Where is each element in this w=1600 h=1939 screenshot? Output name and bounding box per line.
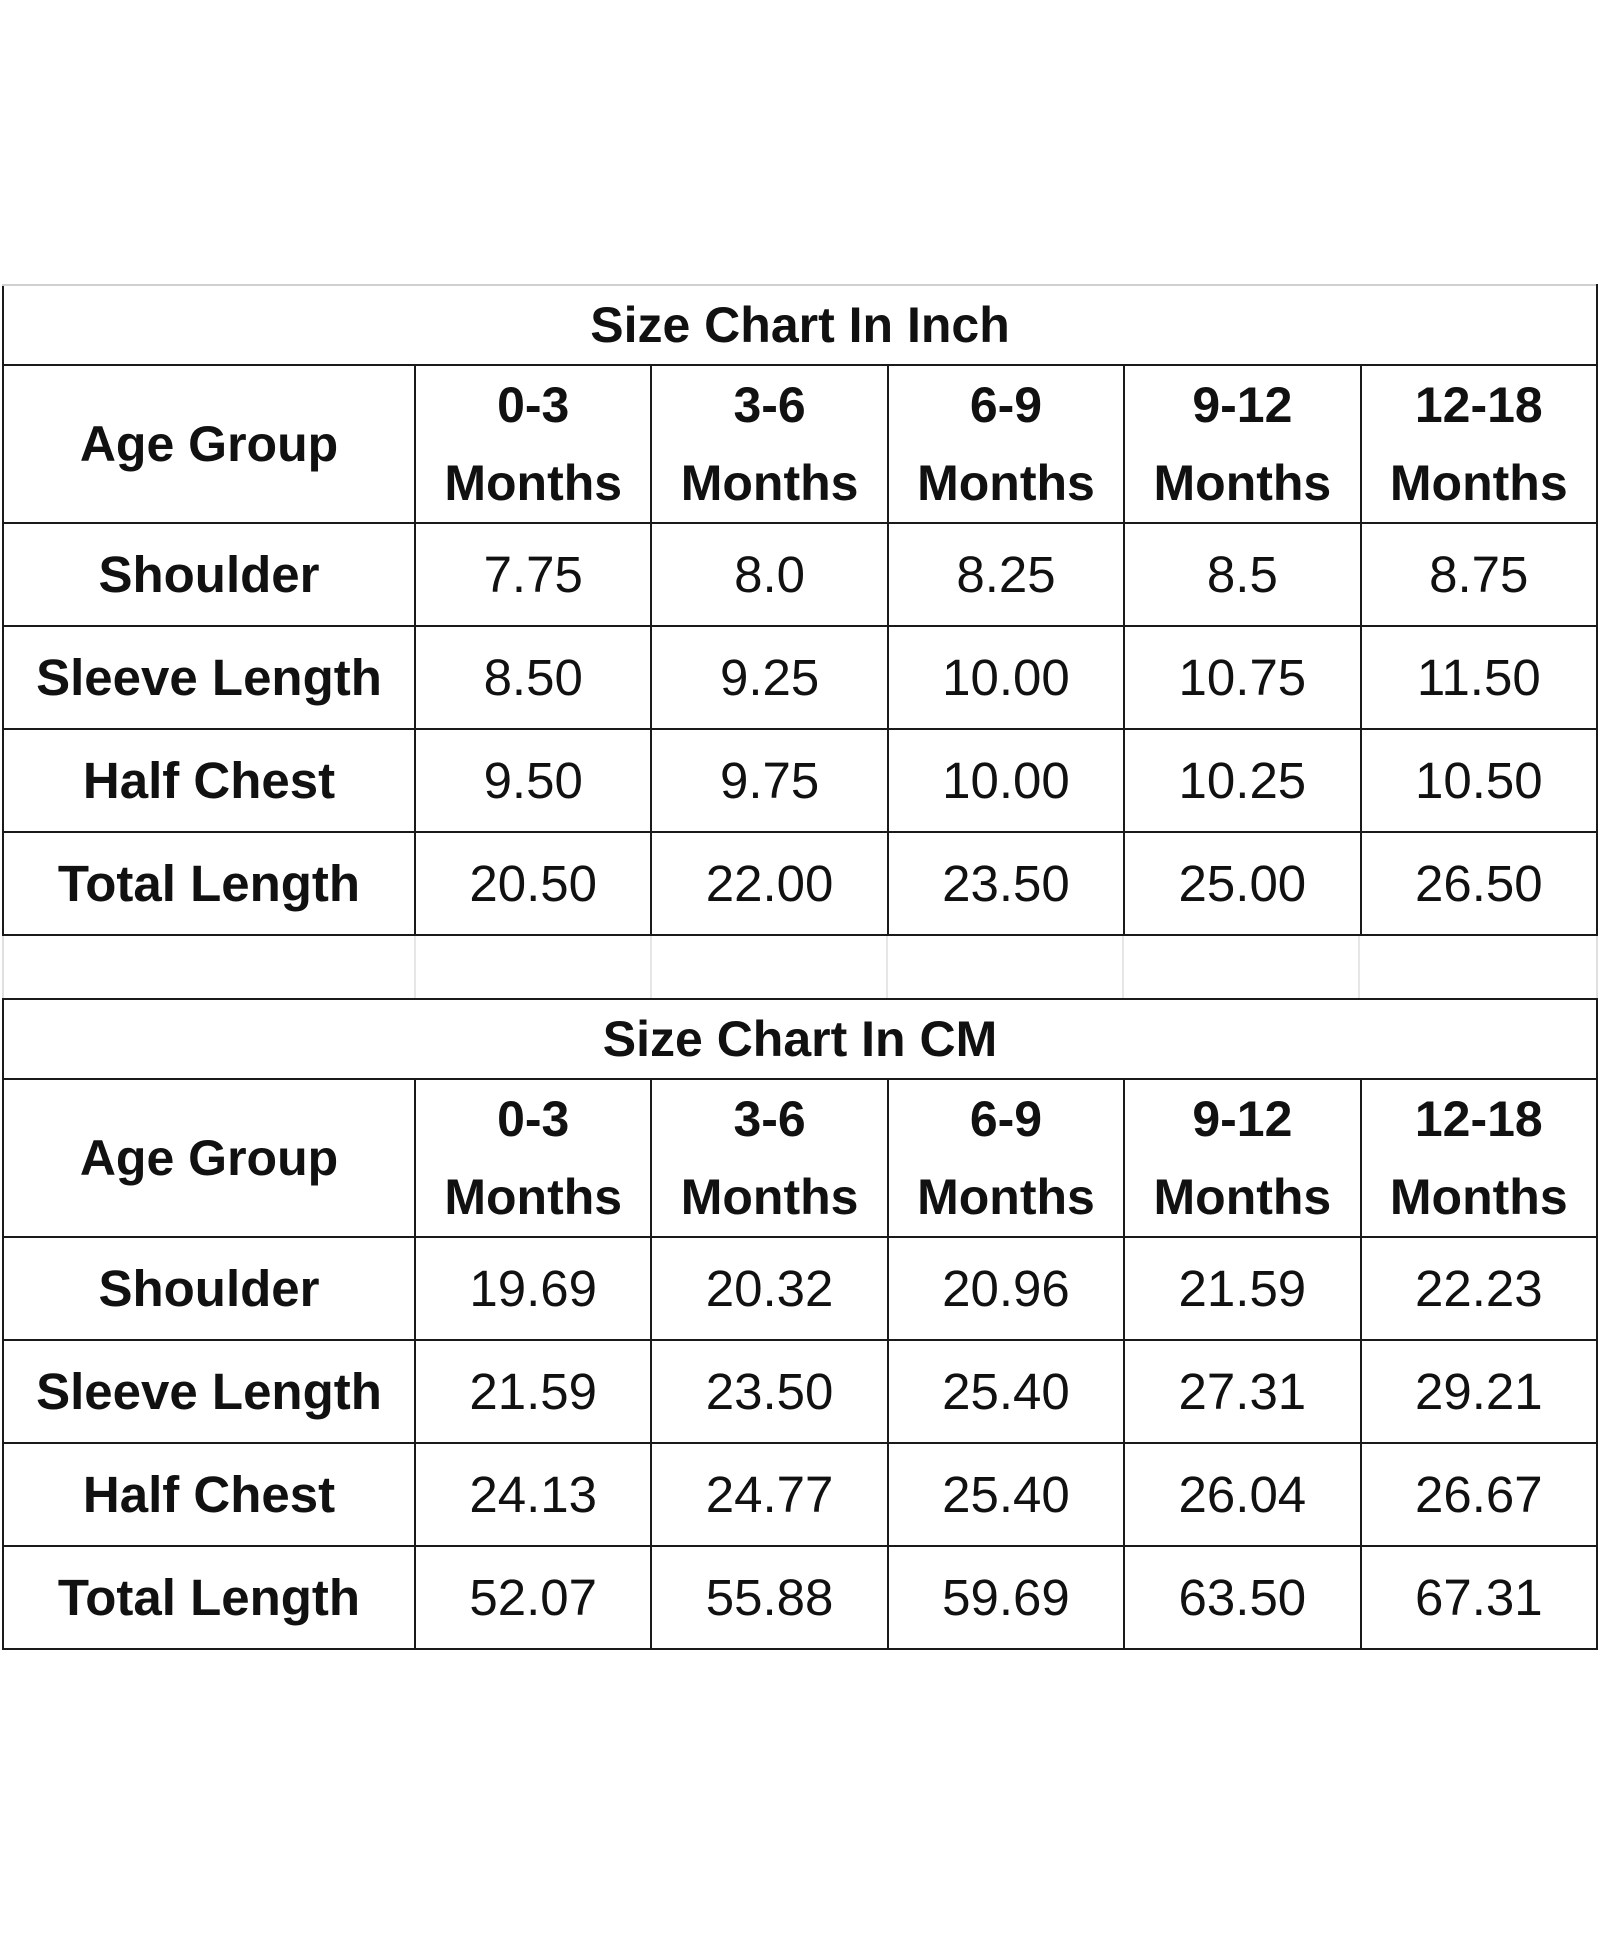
row-label: Shoulder [2, 522, 416, 627]
table-cell: 20.32 [650, 1236, 889, 1341]
row-label: Shoulder [2, 1236, 416, 1341]
table-title: Size Chart In Inch [2, 284, 1598, 366]
row-label: Total Length [2, 1545, 416, 1650]
column-header: 6-9 Months [886, 364, 1126, 524]
table-cell: 21.59 [413, 1339, 653, 1444]
table-cell: 25.40 [886, 1339, 1126, 1444]
table-cell: 10.00 [886, 728, 1126, 833]
table-cell: 22.23 [1359, 1236, 1599, 1341]
table-cell: 24.77 [650, 1442, 889, 1547]
table-cell: 25.00 [1123, 831, 1362, 936]
table-cell: 19.69 [413, 1236, 653, 1341]
table-cell: 11.50 [1359, 625, 1599, 730]
table-cell: 8.25 [886, 522, 1126, 627]
age-group-header: Age Group [2, 364, 416, 524]
table-cell: 8.50 [413, 625, 653, 730]
table-cell: 59.69 [886, 1545, 1126, 1650]
age-group-header: Age Group [2, 1078, 416, 1238]
table-cell: 21.59 [1123, 1236, 1362, 1341]
table-cell: 22.00 [650, 831, 889, 936]
table-row: Shoulder 19.69 20.32 20.96 21.59 22.23 [2, 1236, 1599, 1341]
table-cell: 10.25 [1123, 728, 1362, 833]
table-cell: 26.50 [1359, 831, 1599, 936]
column-header: 12-18 Months [1359, 1078, 1599, 1238]
table-cell: 29.21 [1359, 1339, 1599, 1444]
table-cell: 9.75 [650, 728, 889, 833]
column-header: 6-9 Months [886, 1078, 1126, 1238]
table-row: Total Length 52.07 55.88 59.69 63.50 67.… [2, 1545, 1599, 1650]
column-header: 9-12 Months [1123, 1078, 1362, 1238]
table-row: Sleeve Length 8.50 9.25 10.00 10.75 11.5… [2, 625, 1599, 730]
column-header: 12-18 Months [1359, 364, 1599, 524]
table-cell: 24.13 [413, 1442, 653, 1547]
spacer-row [2, 936, 1598, 998]
size-chart-inch-table: Size Chart In Inch Age Group 0-3 Months 3… [2, 284, 1599, 936]
column-header: 0-3 Months [413, 364, 653, 524]
table-row: Total Length 20.50 22.00 23.50 25.00 26.… [2, 831, 1599, 936]
table-cell: 8.5 [1123, 522, 1362, 627]
table-cell: 63.50 [1123, 1545, 1362, 1650]
table-cell: 7.75 [413, 522, 653, 627]
column-header: 9-12 Months [1123, 364, 1362, 524]
table-cell: 23.50 [650, 1339, 889, 1444]
table-cell: 9.25 [650, 625, 889, 730]
row-label: Total Length [2, 831, 416, 936]
table-cell: 25.40 [886, 1442, 1126, 1547]
column-header: 0-3 Months [413, 1078, 653, 1238]
header-row: Age Group 0-3 Months 3-6 Months 6-9 Months … [2, 364, 1599, 524]
row-label: Sleeve Length [2, 1339, 416, 1444]
table-title: Size Chart In CM [2, 998, 1598, 1080]
table-cell: 26.04 [1123, 1442, 1362, 1547]
header-row: Age Group 0-3 Months 3-6 Months 6-9 Months … [2, 1078, 1599, 1238]
table-cell: 9.50 [413, 728, 653, 833]
table-cell: 52.07 [413, 1545, 653, 1650]
table-cell: 8.0 [650, 522, 889, 627]
table-cell: 10.75 [1123, 625, 1362, 730]
table-cell: 55.88 [650, 1545, 889, 1650]
column-header: 3-6 Months [650, 364, 889, 524]
table-cell: 20.96 [886, 1236, 1126, 1341]
table-cell: 67.31 [1359, 1545, 1599, 1650]
table-cell: 10.50 [1359, 728, 1599, 833]
table-cell: 8.75 [1359, 522, 1599, 627]
row-label: Half Chest [2, 1442, 416, 1547]
table-cell: 23.50 [886, 831, 1126, 936]
row-label: Half Chest [2, 728, 416, 833]
column-header: 3-6 Months [650, 1078, 889, 1238]
table-cell: 20.50 [413, 831, 653, 936]
table-row: Shoulder 7.75 8.0 8.25 8.5 8.75 [2, 522, 1599, 627]
table-cell: 27.31 [1123, 1339, 1362, 1444]
table-cell: 10.00 [886, 625, 1126, 730]
row-label: Sleeve Length [2, 625, 416, 730]
table-row: Sleeve Length 21.59 23.50 25.40 27.31 29… [2, 1339, 1599, 1444]
table-row: Half Chest 9.50 9.75 10.00 10.25 10.50 [2, 728, 1599, 833]
size-chart-cm-table: Size Chart In CM Age Group 0-3 Months 3-6… [2, 998, 1599, 1650]
table-row: Half Chest 24.13 24.77 25.40 26.04 26.67 [2, 1442, 1599, 1547]
table-cell: 26.67 [1359, 1442, 1599, 1547]
